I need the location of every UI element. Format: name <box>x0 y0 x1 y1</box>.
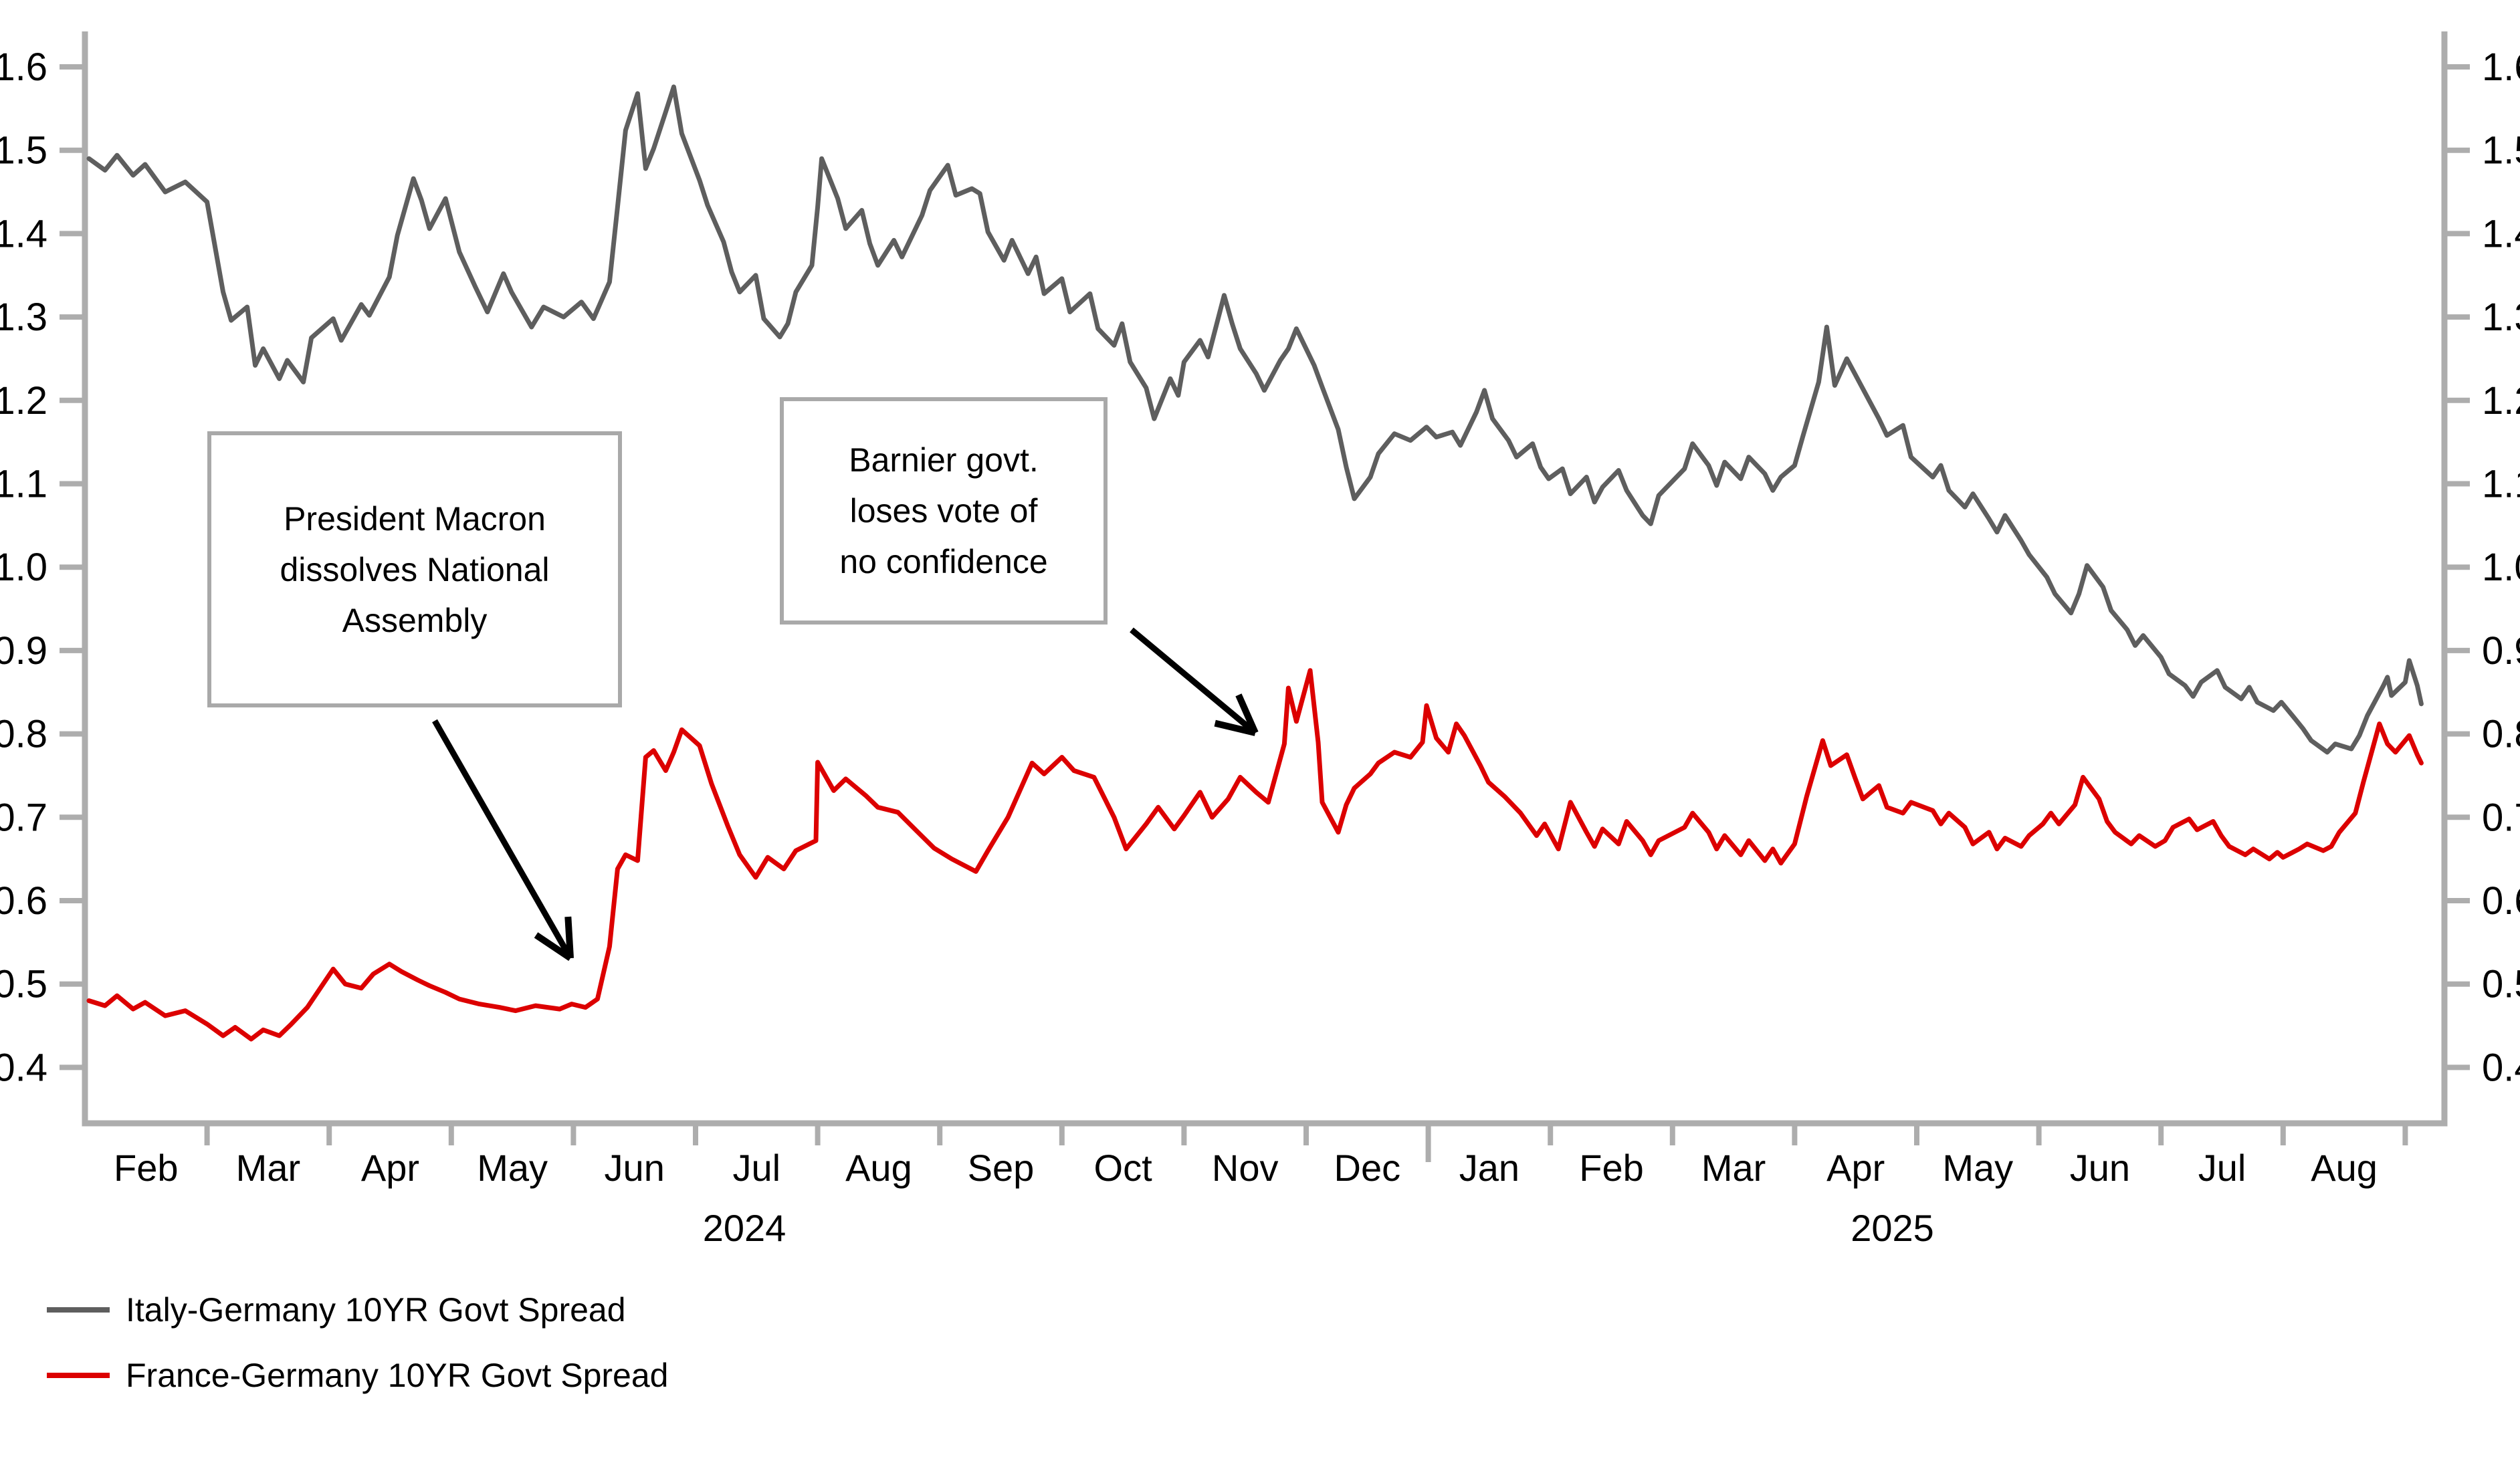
y-tick-label-left: 1.5 <box>0 129 47 173</box>
month-tick-label: Mar <box>1701 1147 1766 1189</box>
arrow-stroke <box>1214 719 1257 736</box>
month-tick-label: Jul <box>2198 1147 2246 1189</box>
france-line-swatch <box>47 1373 110 1378</box>
arrow-stroke <box>1130 627 1257 735</box>
month-tick-label: Jun <box>2070 1147 2130 1189</box>
month-tick-label: Feb <box>114 1147 179 1189</box>
y-tick-label-right: 0.4 <box>2482 1046 2520 1089</box>
year-label: 2025 <box>1851 1207 1934 1249</box>
legend-item-italy-germany: Italy-Germany 10YR Govt Spread <box>47 1289 668 1331</box>
y-tick-label-left: 1.3 <box>0 296 47 339</box>
month-tick-label: May <box>1942 1147 2013 1189</box>
y-tick-label-left: 1.6 <box>0 45 47 89</box>
legend-label-italy-germany: Italy-Germany 10YR Govt Spread <box>126 1291 626 1329</box>
y-tick-label-left: 1.4 <box>0 212 47 255</box>
month-tick-label: Feb <box>1579 1147 1644 1189</box>
legend: Italy-Germany 10YR Govt Spread France-Ge… <box>47 1289 668 1420</box>
arrow-stroke <box>534 932 572 961</box>
month-tick-label: Nov <box>1212 1147 1279 1189</box>
y-tick-label-right: 1.1 <box>2482 463 2520 506</box>
arrow-stroke <box>564 916 574 959</box>
y-tick-label-right: 1.5 <box>2482 129 2520 173</box>
y-tick-label-right: 0.5 <box>2482 963 2520 1006</box>
annotation-text-line: President Macron <box>284 499 546 538</box>
annotation-arrow-macron-dissolution <box>432 719 574 961</box>
annotation-text-line: loses vote of <box>849 492 1038 530</box>
y-tick-label-right: 1.4 <box>2482 212 2520 255</box>
arrow-stroke <box>432 719 573 960</box>
legend-item-france-germany: France-Germany 10YR Govt Spread <box>47 1355 668 1396</box>
y-tick-label-right: 1.3 <box>2482 296 2520 339</box>
y-tick-label-right: 0.9 <box>2482 629 2520 673</box>
y-tick-label-left: 0.8 <box>0 713 47 756</box>
y-tick-label-left: 1.0 <box>0 546 47 589</box>
annotation-arrow-barnier-no-confidence <box>1130 627 1259 736</box>
italy-germany-series-line <box>86 84 2424 755</box>
month-tick-label: May <box>477 1147 548 1189</box>
month-tick-label: Apr <box>361 1147 419 1189</box>
month-tick-label: Apr <box>1826 1147 1885 1189</box>
arrow-stroke <box>1235 693 1259 735</box>
month-tick-label: Aug <box>2311 1147 2378 1189</box>
month-tick-label: Oct <box>1094 1147 1153 1189</box>
y-tick-label-left: 0.5 <box>0 963 47 1006</box>
italy-line-swatch <box>47 1307 110 1313</box>
month-tick-label: Sep <box>968 1147 1035 1189</box>
annotation-text-line: Barnier govt. <box>849 441 1039 479</box>
month-tick-label: Jun <box>605 1147 665 1189</box>
month-tick-label: Dec <box>1334 1147 1401 1189</box>
y-tick-label-left: 0.6 <box>0 879 47 923</box>
y-tick-label-right: 1.0 <box>2482 546 2520 589</box>
month-tick-label: Jul <box>733 1147 781 1189</box>
legend-label-france-germany: France-Germany 10YR Govt Spread <box>126 1357 669 1394</box>
y-tick-label-right: 1.6 <box>2482 45 2520 89</box>
y-tick-label-right: 0.6 <box>2482 879 2520 923</box>
year-label: 2024 <box>703 1207 786 1249</box>
month-tick-label: Mar <box>236 1147 300 1189</box>
y-tick-label-left: 0.9 <box>0 629 47 673</box>
y-tick-label-left: 1.2 <box>0 379 47 423</box>
annotation-text-line: no confidence <box>839 543 1048 580</box>
y-tick-label-left: 0.7 <box>0 796 47 839</box>
month-tick-label: Jan <box>1459 1147 1519 1189</box>
month-tick-label: Aug <box>845 1147 912 1189</box>
y-tick-label-left: 0.4 <box>0 1046 47 1089</box>
y-tick-label-left: 1.1 <box>0 463 47 506</box>
y-tick-label-right: 0.7 <box>2482 796 2520 839</box>
france-germany-series-line <box>86 668 2424 1042</box>
annotation-text-line: dissolves National <box>280 550 550 588</box>
annotation-barnier-no-confidence: Barnier govt. loses vote of no confidenc… <box>780 397 1108 625</box>
annotation-macron-dissolution: President Macron dissolves National Asse… <box>207 431 622 707</box>
annotation-text-line: Assembly <box>342 601 488 639</box>
y-tick-label-right: 1.2 <box>2482 379 2520 423</box>
y-tick-label-right: 0.8 <box>2482 713 2520 756</box>
